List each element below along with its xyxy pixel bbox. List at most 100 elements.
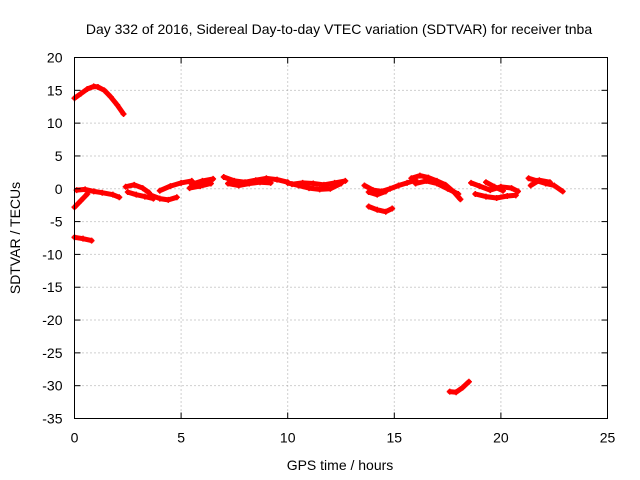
data-point [120,110,127,117]
data-point [389,205,396,212]
y-tick-label: -20 [42,312,62,328]
chart-title: Day 332 of 2016, Sidereal Day-to-day VTE… [86,21,593,37]
data-point [210,175,217,182]
data-point [455,191,462,198]
data-point [101,87,108,94]
data-point [457,196,464,203]
data-point [465,378,472,385]
data-point [374,206,381,213]
data-point [186,185,193,192]
data-point [274,176,281,183]
data-point [444,185,451,192]
data-point [416,172,423,179]
data-point [512,192,519,199]
data-series-seg6 [125,189,156,202]
data-point [327,185,334,192]
x-tick-label: 15 [387,430,403,446]
data-point [551,182,558,189]
data-point [320,181,327,188]
data-point [124,189,131,196]
data-point [173,194,180,201]
x-tick-label: 0 [71,430,79,446]
data-point [395,182,402,189]
data-point [500,187,507,194]
data-point [225,180,232,187]
plot-frame [74,57,608,419]
data-point [546,179,553,186]
data-point [482,193,489,200]
data-point [220,173,227,180]
data-series-seg19 [366,204,395,215]
data-point [493,194,500,201]
data-point [299,179,306,186]
data-point [167,183,174,190]
data-point [156,187,163,194]
data-point [109,191,116,198]
data-point [446,388,453,395]
data-point [365,203,372,210]
data-point [131,181,138,188]
data-point [408,175,415,182]
data-point [139,185,146,192]
data-point [141,193,148,200]
data-point [122,183,129,190]
data-series-seg7 [148,192,180,203]
data-point [423,177,430,184]
x-tick-label: 20 [493,430,509,446]
data-point [156,195,163,202]
data-point [288,181,295,188]
data-point [284,179,291,186]
data-point [527,182,534,189]
x-tick-label: 25 [600,430,616,446]
y-tick-label: 10 [47,115,63,131]
data-point [88,237,95,244]
grid-lines [74,57,608,419]
data-point [133,191,140,198]
y-tick-label: -25 [42,345,62,361]
x-axis-label: GPS time / hours [287,457,394,473]
data-point [256,179,263,186]
data-point [199,177,206,184]
data-point [235,182,242,189]
y-axis-label: SDTVAR / TECUs [7,182,23,294]
data-series [71,83,566,396]
data-series-seg5 [123,182,152,196]
data-point [331,179,338,186]
data-point [316,186,323,193]
y-tick-label: -10 [42,246,62,262]
data-point [114,101,121,108]
data-point [342,177,349,184]
data-series-seg20 [447,379,472,395]
data-point [476,183,483,190]
y-tick-label: -5 [50,214,63,230]
data-point [536,177,543,184]
data-point [77,197,84,204]
y-tick-label: -30 [42,378,62,394]
data-point [482,179,489,186]
data-point [433,180,440,187]
data-point [508,185,515,192]
data-point [77,90,84,97]
data-point [90,188,97,195]
data-point [374,191,381,198]
data-point [459,384,466,391]
data-point [197,183,204,190]
y-tick-label: -15 [42,279,62,295]
y-tick-label: 20 [47,50,63,66]
data-point [246,180,253,187]
data-point [80,235,87,242]
x-tick-label: 5 [177,430,185,446]
data-point [468,179,475,186]
data-point [559,188,566,195]
data-point [453,389,460,396]
data-point [404,179,411,186]
data-series-seg17 [408,173,463,202]
data-point [99,189,106,196]
data-point [148,192,155,199]
data-point [94,84,101,91]
y-tick-label: 5 [55,148,63,164]
data-point [107,93,114,100]
data-point [361,182,368,189]
data-point [514,188,521,195]
